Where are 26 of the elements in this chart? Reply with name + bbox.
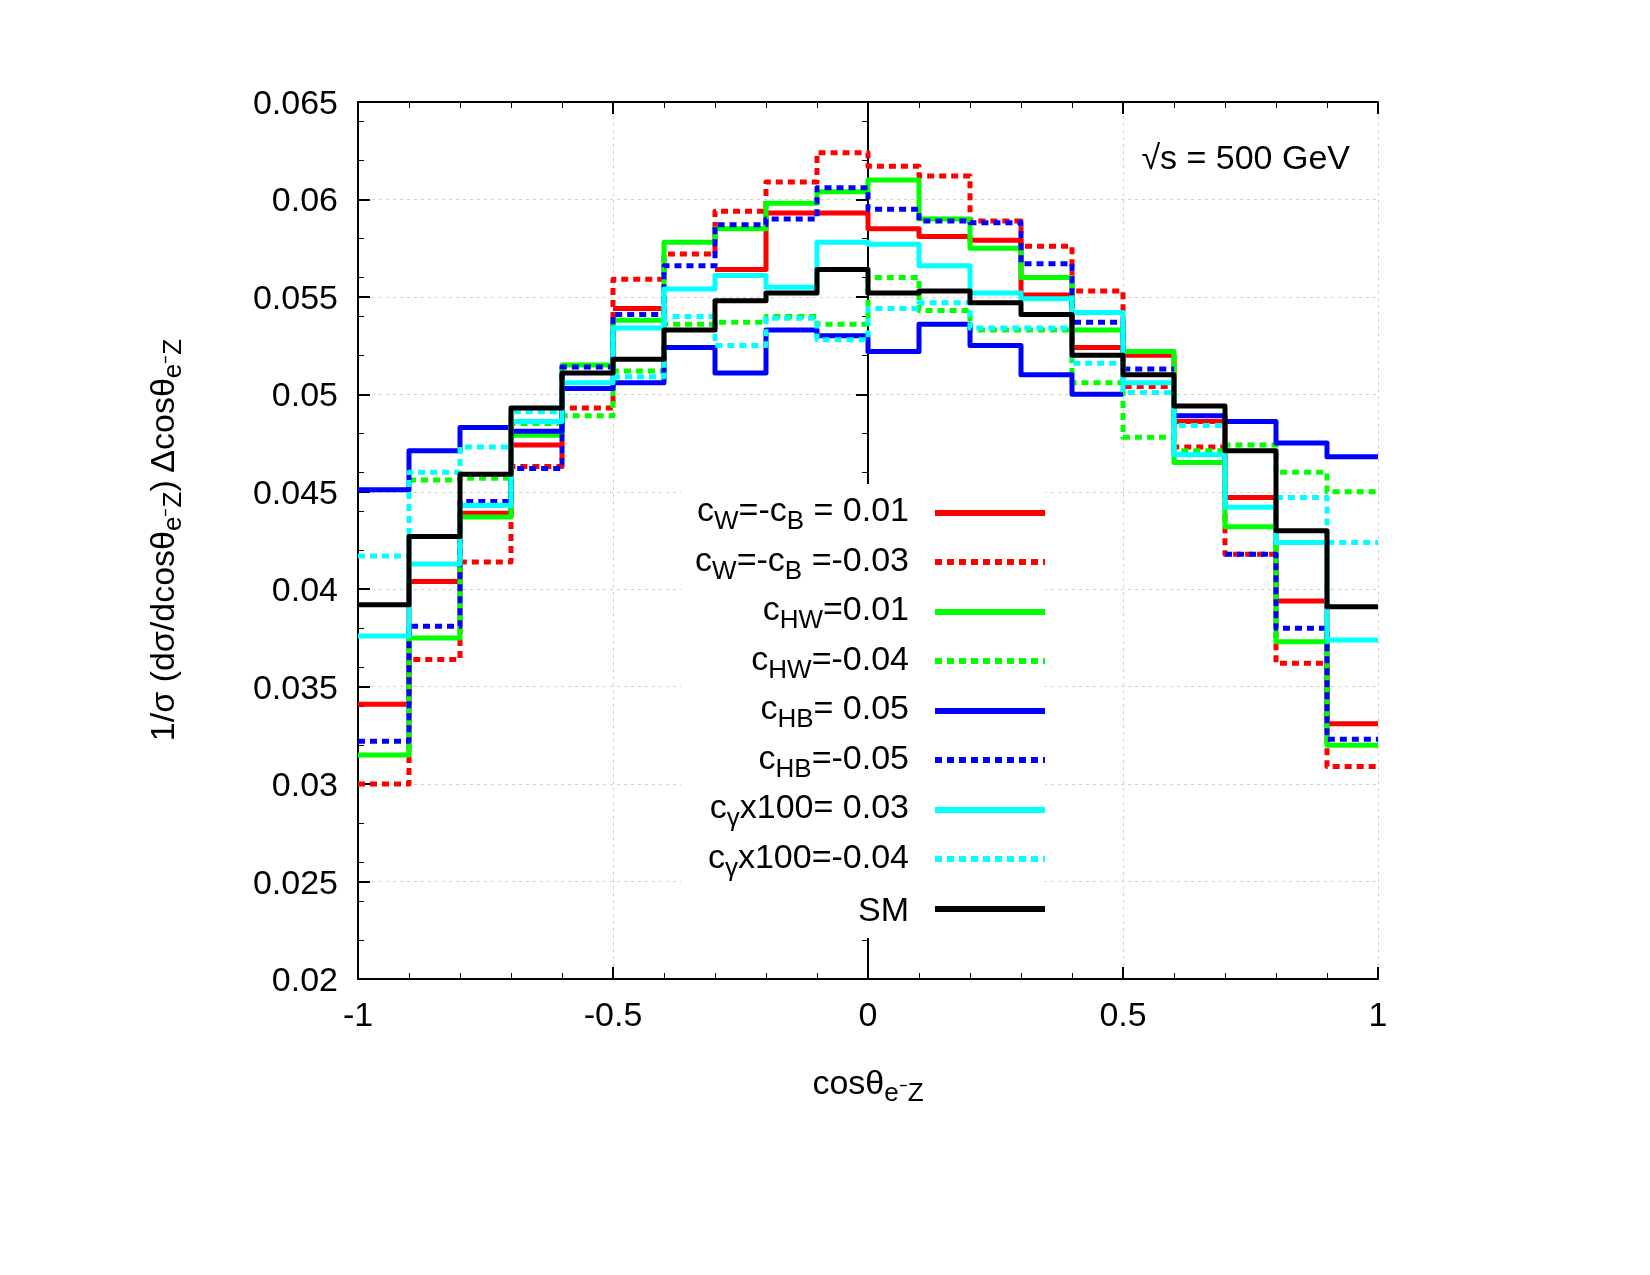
x-tick-label: 0 xyxy=(858,995,878,1033)
legend-label: c$_{W}$=-c$_{B}$ =-0.03 xyxy=(695,539,909,585)
x-tick-label: -0.5 xyxy=(583,995,643,1033)
y-tick-label: 0.02 xyxy=(271,960,338,998)
x-tick-label: -1 xyxy=(342,995,374,1033)
legend-label: c$_{γ}$x100= 0.03 xyxy=(709,787,909,833)
y-tick-label: 0.04 xyxy=(271,570,338,609)
legend-label: c$_{HW}$=0.01 xyxy=(762,589,909,635)
annotation: √s = 500 GeV xyxy=(1141,138,1351,176)
legend-label: SM xyxy=(858,889,909,928)
x-axis-title: cosθ$_{e⁻Z}$ xyxy=(812,1062,924,1108)
legend-label: c$_{HB}$=-0.05 xyxy=(758,737,909,783)
x-tick-label: 0.5 xyxy=(1099,995,1147,1033)
x-tick-label: 1 xyxy=(1368,995,1388,1033)
y-tick-label: 0.035 xyxy=(252,667,338,706)
y-tick-label: 0.065 xyxy=(252,83,338,121)
y-tick-label: 0.025 xyxy=(252,862,338,901)
legend-label: c$_{γ}$x100=-0.04 xyxy=(707,836,909,882)
y-tick-label: 0.045 xyxy=(252,472,338,511)
legend-label: c$_{HB}$= 0.05 xyxy=(760,688,909,734)
legend-label: c$_{W}$=-c$_{B}$ = 0.01 xyxy=(697,490,909,536)
y-tick-label: 0.06 xyxy=(271,180,338,219)
y-tick-label: 0.055 xyxy=(252,277,338,316)
legend-label: c$_{HW}$=-0.04 xyxy=(751,638,909,684)
y-tick-label: 0.05 xyxy=(271,375,338,414)
y-tick-label: 0.03 xyxy=(271,765,338,804)
